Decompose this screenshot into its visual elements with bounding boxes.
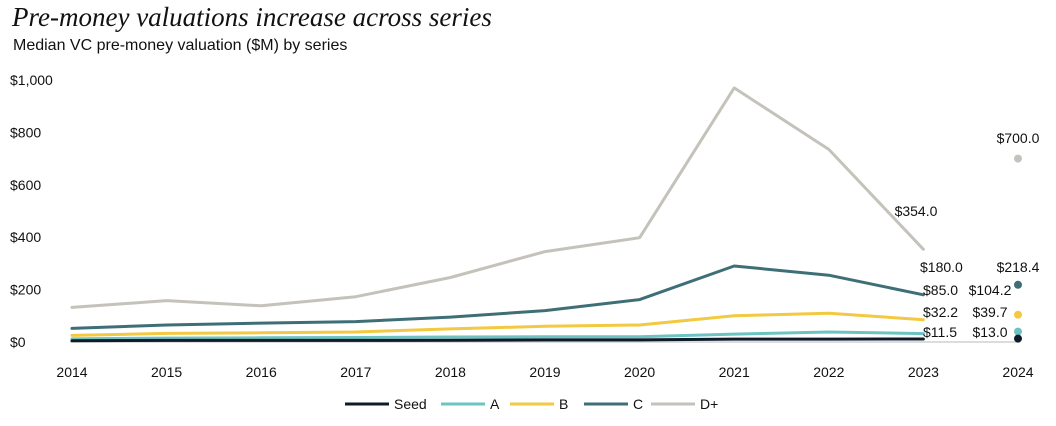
series-line-b xyxy=(70,311,925,337)
y-tick-label: $400 xyxy=(10,229,41,245)
data-point-2024-c xyxy=(1014,280,1022,289)
data-label-2024-b: $104.2 xyxy=(969,282,1012,298)
data-point-2024-a xyxy=(1014,327,1022,336)
legend-label-a: A xyxy=(490,396,500,412)
x-tick-label: 2015 xyxy=(151,364,182,380)
x-tick-label: 2021 xyxy=(719,364,750,380)
legend-label-dplus: D+ xyxy=(700,396,718,412)
x-tick-label: 2019 xyxy=(529,364,560,380)
series-line-dplus xyxy=(70,86,925,309)
y-tick-label: $600 xyxy=(10,177,41,193)
data-point-2024-b xyxy=(1014,310,1022,319)
x-tick-label: 2020 xyxy=(624,364,655,380)
x-tick-label: 2023 xyxy=(908,364,939,380)
legend-label-seed: Seed xyxy=(394,396,427,412)
data-label-2024-a: $39.7 xyxy=(972,304,1007,320)
data-label-2024-dplus: $700.0 xyxy=(997,130,1040,146)
data-point-2024-seed xyxy=(1014,334,1022,343)
x-tick-label: 2016 xyxy=(246,364,277,380)
data-label-2023-a: $32.2 xyxy=(923,304,958,320)
series-line-c xyxy=(70,264,925,330)
x-tick-label: 2014 xyxy=(56,364,87,380)
y-tick-label: $0 xyxy=(10,334,26,350)
x-tick-label: 2018 xyxy=(435,364,466,380)
data-label-2024-c: $218.4 xyxy=(997,259,1040,275)
x-tick-label: 2022 xyxy=(813,364,844,380)
data-label-2023-b: $85.0 xyxy=(923,282,958,298)
legend-label-c: C xyxy=(633,396,643,412)
chart-subtitle: Median VC pre-money valuation ($M) by se… xyxy=(13,37,348,54)
x-tick-label: 2024 xyxy=(1002,364,1033,380)
y-tick-label: $200 xyxy=(10,282,41,298)
data-label-2023-dplus: $354.0 xyxy=(895,203,938,219)
series-line-a xyxy=(70,330,925,341)
data-label-2024-seed: $13.0 xyxy=(972,324,1007,340)
y-tick-label: $1,000 xyxy=(10,72,53,88)
data-point-2024-dplus xyxy=(1014,154,1022,163)
data-label-2023-c: $180.0 xyxy=(920,259,963,275)
data-label-2023-seed: $11.5 xyxy=(923,324,957,340)
legend-label-b: B xyxy=(559,396,568,412)
x-tick-label: 2017 xyxy=(340,364,371,380)
chart-title: Pre-money valuations increase across ser… xyxy=(12,2,492,32)
y-tick-label: $800 xyxy=(10,124,41,140)
series-line-seed xyxy=(70,337,925,343)
